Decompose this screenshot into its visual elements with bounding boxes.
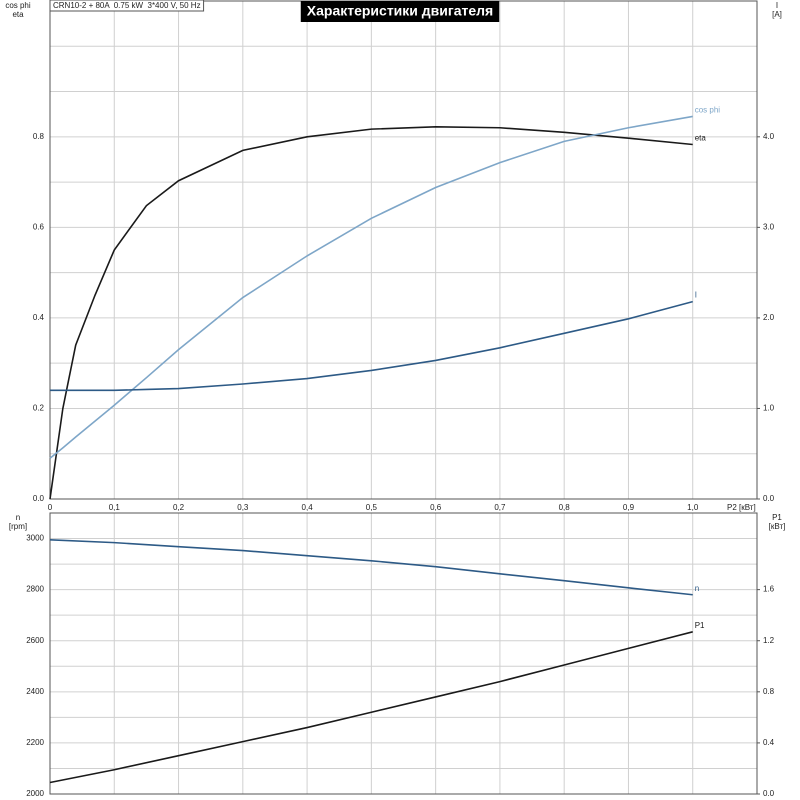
y-axis-label: eta	[12, 10, 24, 19]
x-tick-label: 0,4	[302, 503, 314, 512]
y-tick-label: 0.8	[33, 132, 45, 141]
y2-tick-label: 2.0	[763, 313, 775, 322]
x-tick-label: 0,6	[430, 503, 442, 512]
series-line	[49, 539, 693, 596]
subtitle: CRN10-2 + 80A 0.75 kW 3*400 V, 50 Hz	[53, 1, 201, 10]
series-label: n	[695, 584, 699, 593]
y-tick-label: 0.4	[33, 313, 45, 322]
y-axis-label: [rpm]	[9, 522, 27, 531]
y2-tick-label: 3.0	[763, 222, 775, 231]
y-tick-label: 2200	[26, 738, 44, 747]
y-axis-label: cos phi	[5, 1, 31, 10]
y-tick-label: 2600	[26, 636, 44, 645]
y2-tick-label: 1.0	[763, 404, 775, 413]
x-tick-label: 0	[48, 503, 53, 512]
y2-tick-label: 4.0	[763, 132, 775, 141]
x-tick-label: 1,0	[687, 503, 699, 512]
y2-tick-label: 0.4	[763, 738, 775, 747]
y2-tick-label: 1.2	[763, 636, 775, 645]
series-label: I	[695, 291, 697, 300]
y2-axis-label: [кВт]	[769, 522, 786, 531]
x-tick-label: 0,5	[366, 503, 378, 512]
y2-axis-label: P1	[772, 513, 782, 522]
x-tick-label: 0,7	[494, 503, 506, 512]
y-axis-label: n	[16, 513, 20, 522]
plot-frame	[49, 512, 758, 795]
x-tick-label: 0,8	[559, 503, 571, 512]
y2-axis-label: [A]	[772, 10, 782, 19]
series-label: eta	[695, 134, 707, 143]
title-box	[300, 1, 500, 22]
x-axis-label: P2 [кВт]	[727, 503, 756, 512]
y-tick-label: 2800	[26, 585, 44, 594]
y2-tick-label: 0.8	[763, 687, 775, 696]
series-line	[49, 631, 693, 784]
x-tick-label: 0,2	[173, 503, 185, 512]
x-tick-label: 0,9	[623, 503, 635, 512]
y-tick-label: 0.2	[33, 404, 45, 413]
series-line	[49, 115, 693, 459]
y2-axis-label: I	[776, 1, 778, 10]
y-tick-label: 3000	[26, 534, 44, 543]
plot-frame	[49, 0, 758, 500]
series-line	[50, 300, 693, 392]
y-tick-label: 2000	[26, 789, 44, 798]
subtitle-box	[49, 0, 205, 12]
series-label: cos phi	[695, 106, 721, 115]
y-tick-label: 0.0	[33, 494, 45, 503]
y2-tick-label: 0.0	[763, 789, 775, 798]
y2-tick-label: 1.6	[763, 585, 775, 594]
y2-tick-label: 0.0	[763, 494, 775, 503]
y-tick-label: 0.6	[33, 222, 45, 231]
x-tick-label: 0,1	[109, 503, 121, 512]
y-tick-label: 2400	[26, 687, 44, 696]
series-line	[49, 126, 693, 500]
x-tick-label: 0,3	[237, 503, 249, 512]
series-label: P1	[695, 621, 705, 630]
chart-title: Характеристики двигателя	[307, 3, 493, 19]
